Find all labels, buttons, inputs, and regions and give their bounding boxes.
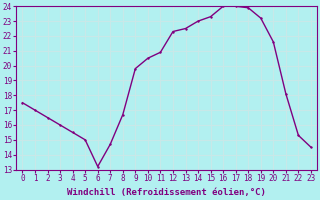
- X-axis label: Windchill (Refroidissement éolien,°C): Windchill (Refroidissement éolien,°C): [67, 188, 266, 197]
